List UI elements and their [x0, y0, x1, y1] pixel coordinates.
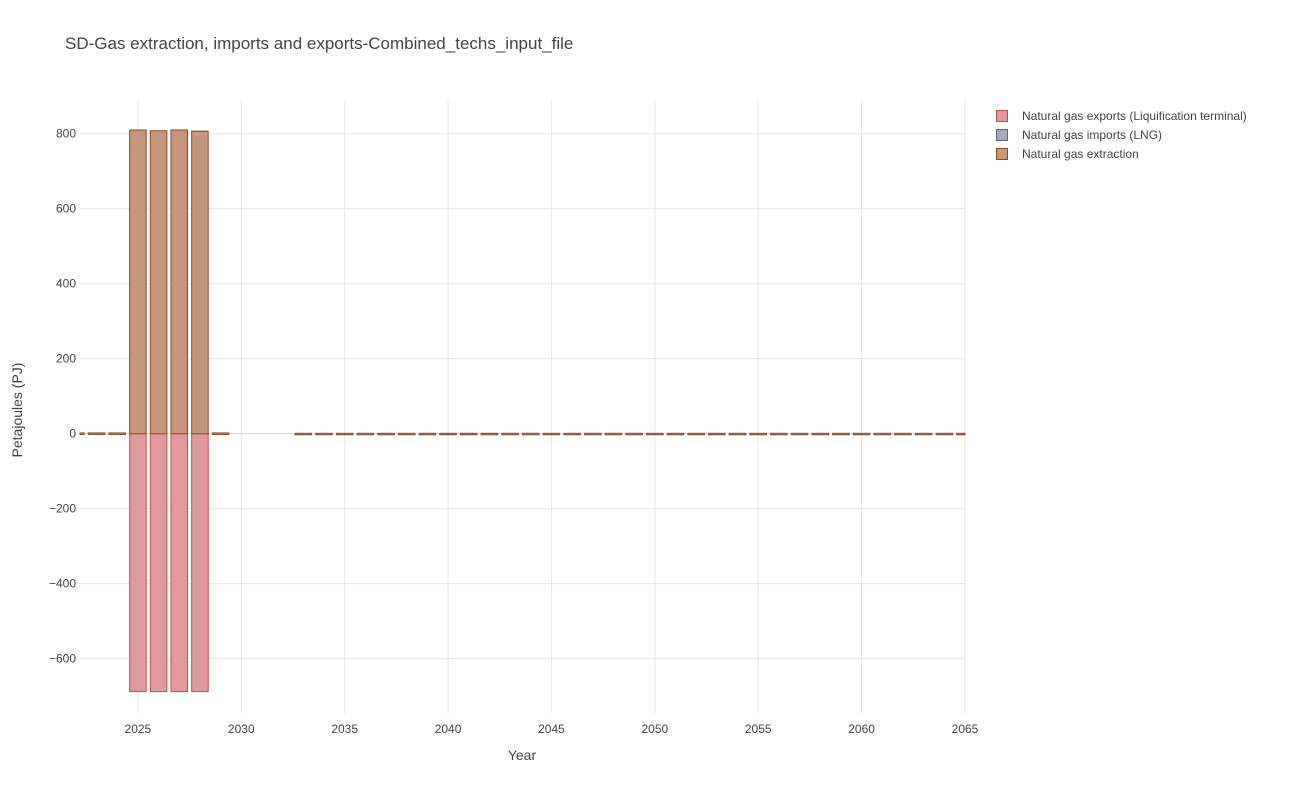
y-tick-label: −400	[49, 577, 76, 591]
bar-exports[interactable]	[170, 433, 189, 693]
bar-extraction[interactable]	[459, 432, 478, 436]
y-tick-label: 0	[69, 427, 76, 441]
bar-extraction[interactable]	[832, 432, 850, 436]
legend-swatch-extraction	[996, 147, 1008, 160]
bar-extraction[interactable]	[315, 432, 333, 436]
bar-extraction[interactable]	[687, 432, 705, 436]
bar-extraction[interactable]	[728, 432, 747, 436]
bar-extraction[interactable]	[294, 432, 313, 436]
legend-item-imports[interactable]: Natural gas imports (LNG)	[996, 125, 1247, 144]
x-tick-label: 2065	[952, 722, 979, 736]
bar-extraction[interactable]	[666, 432, 685, 436]
bar-extraction[interactable]	[956, 432, 966, 436]
y-tick-label: 200	[56, 352, 76, 366]
bar-extraction[interactable]	[356, 432, 375, 436]
bar-extraction[interactable]	[480, 432, 499, 436]
x-tick-labels: 2025 2030 2035 2040 2045 2050 2055 2060 2065	[125, 722, 979, 736]
chart-title: SD-Gas extraction, imports and exports-C…	[65, 34, 574, 53]
bar-extraction[interactable]	[397, 432, 416, 436]
legend-label-extraction: Natural gas extraction	[1022, 146, 1139, 161]
bar-extraction[interactable]	[563, 432, 581, 436]
x-tick-label: 2040	[435, 722, 462, 736]
legend-label-exports: Natural gas exports (Liquification termi…	[1022, 108, 1247, 123]
bar-extraction[interactable]	[604, 432, 623, 436]
bar-extraction[interactable]	[852, 432, 871, 436]
y-axis-title: Petajoules (PJ)	[9, 363, 25, 458]
bar-extraction[interactable]	[708, 432, 726, 436]
x-tick-label: 2050	[641, 722, 668, 736]
bar-extraction[interactable]	[522, 432, 540, 436]
x-tick-label: 2030	[228, 722, 255, 736]
bar-extraction[interactable]	[87, 432, 106, 435]
x-tick-label: 2060	[848, 722, 875, 736]
bar-extraction[interactable]	[149, 130, 168, 435]
x-tick-label: 2025	[125, 722, 152, 736]
bar-extraction[interactable]	[625, 432, 643, 436]
y-tick-label: −200	[49, 502, 76, 516]
bar-extraction[interactable]	[749, 432, 767, 436]
bar-extraction[interactable]	[790, 432, 809, 436]
x-tick-label: 2035	[331, 722, 358, 736]
x-tick-label: 2055	[745, 722, 772, 736]
bar-extraction[interactable]	[418, 432, 437, 436]
bar-extraction[interactable]	[873, 432, 892, 436]
bar-extraction[interactable]	[914, 432, 933, 436]
bar-extraction[interactable]	[646, 432, 664, 436]
legend-swatch-imports	[996, 128, 1008, 141]
bar-extraction[interactable]	[770, 432, 788, 436]
bar-extraction[interactable]	[935, 432, 954, 436]
bar-extraction[interactable]	[501, 432, 519, 436]
bar-extraction[interactable]	[191, 130, 209, 435]
bar-extraction[interactable]	[439, 432, 457, 436]
bar-exports[interactable]	[129, 433, 147, 693]
bar-extraction[interactable]	[79, 432, 85, 435]
bar-exports[interactable]	[149, 433, 168, 693]
bar-extraction[interactable]	[542, 432, 561, 436]
legend-item-extraction[interactable]: Natural gas extraction	[996, 144, 1247, 163]
legend-item-exports[interactable]: Natural gas exports (Liquification termi…	[996, 106, 1247, 125]
bar-exports[interactable]	[191, 433, 209, 693]
bar-extraction[interactable]	[129, 129, 147, 435]
y-tick-labels: −600 −400 −200 0 200 400 600 800	[49, 127, 76, 666]
x-axis-title: Year	[508, 747, 537, 763]
bar-extraction[interactable]	[335, 432, 354, 436]
x-tick-label: 2045	[538, 722, 565, 736]
bar-extraction[interactable]	[894, 432, 912, 436]
bar-extraction[interactable]	[584, 432, 602, 436]
y-tick-label: 800	[56, 127, 76, 141]
bar-extraction[interactable]	[170, 129, 189, 435]
bar-extraction[interactable]	[377, 432, 395, 436]
y-tick-label: 600	[56, 202, 76, 216]
y-tick-label: −600	[49, 652, 76, 666]
legend-swatch-exports	[996, 109, 1008, 122]
legend-label-imports: Natural gas imports (LNG)	[1022, 127, 1163, 142]
bar-extraction[interactable]	[811, 432, 830, 436]
bar-extraction[interactable]	[108, 432, 126, 435]
y-tick-label: 400	[56, 277, 76, 291]
bars	[79, 129, 966, 693]
legend: Natural gas exports (Liquification termi…	[996, 106, 1247, 163]
bar-extraction[interactable]	[211, 432, 230, 435]
grid-lines	[80, 100, 966, 713]
